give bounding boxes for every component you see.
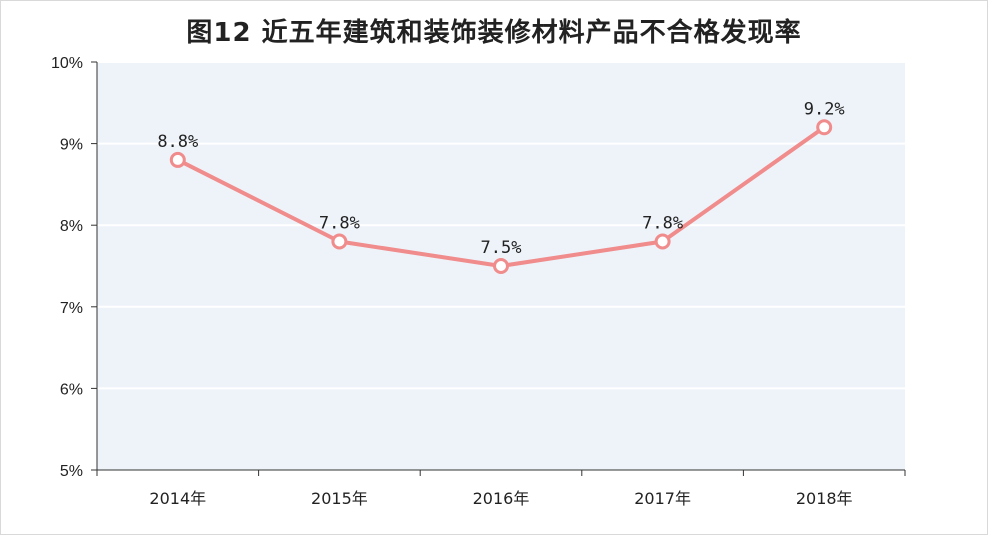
data-label: 9.2% xyxy=(804,99,845,119)
data-point xyxy=(493,258,509,274)
y-tick-label: 7% xyxy=(60,300,83,317)
y-tick-label: 8% xyxy=(60,218,83,235)
data-label: 8.8% xyxy=(157,132,198,152)
y-tick-label: 5% xyxy=(60,463,83,480)
data-point xyxy=(816,119,833,136)
y-tick-label: 6% xyxy=(60,381,83,398)
chart-title: 图12 近五年建筑和装饰装修材料产品不合格发现率 xyxy=(186,18,802,48)
data-label: 7.8% xyxy=(642,214,683,234)
data-point xyxy=(654,233,671,250)
x-tick-label: 2014年 xyxy=(149,489,206,508)
y-tick-label: 9% xyxy=(60,137,83,154)
data-point xyxy=(331,233,348,250)
y-tick-label: 10% xyxy=(51,55,83,72)
data-label: 7.8% xyxy=(319,214,360,234)
data-label: 7.5% xyxy=(481,238,522,258)
x-tick-label: 2018年 xyxy=(796,489,853,508)
data-point xyxy=(169,151,186,168)
x-tick-label: 2016年 xyxy=(473,489,530,508)
x-tick-label: 2017年 xyxy=(634,489,691,508)
x-tick-label: 2015年 xyxy=(311,489,368,508)
